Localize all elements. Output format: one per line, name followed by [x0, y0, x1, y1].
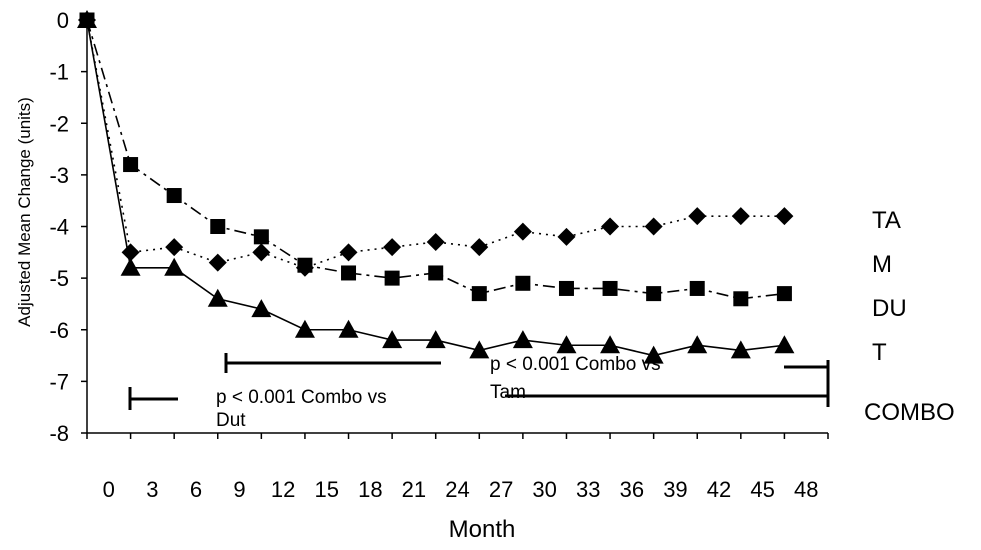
data-point-triangle: [469, 340, 490, 359]
data-point-triangle: [382, 330, 403, 349]
data-point-diamond: [601, 217, 620, 236]
y-tick-label: -2: [49, 111, 69, 136]
series-line-triangle: [86, 19, 785, 357]
annotation-dut-line1: p < 0.001 Combo vs: [216, 387, 387, 408]
series-label-ta: TA: [872, 207, 901, 234]
data-point-triangle: [251, 299, 272, 318]
x-tick-label: 45: [750, 477, 774, 502]
annotation-tam-line2: Tam: [490, 382, 526, 403]
y-tick-label: 0: [57, 8, 69, 33]
data-point-triangle: [512, 330, 533, 349]
x-tick-label: 6: [190, 477, 202, 502]
data-point-diamond: [165, 238, 184, 257]
data-point-diamond: [339, 243, 358, 262]
data-point-square: [297, 257, 313, 273]
data-point-square: [210, 219, 226, 234]
data-point-square: [384, 270, 400, 286]
data-point-diamond: [688, 207, 707, 226]
x-tick-label: 21: [402, 477, 426, 502]
tick-labels: 0-1-2-3-4-5-6-7-80 3 6 9 12 15 18 21 24 27 30 33 36 3…: [49, 8, 818, 502]
data-point-square: [602, 280, 618, 296]
data-point-square: [558, 280, 574, 296]
y-axis-label: Adjusted Mean Change (units): [15, 97, 34, 327]
data-point-triangle: [77, 10, 97, 28]
series-label-m: M: [872, 251, 892, 278]
series-label-t: T: [872, 339, 887, 366]
x-tick-label: 3: [146, 477, 158, 502]
data-point-diamond: [731, 207, 750, 226]
data-point-square: [341, 265, 357, 281]
x-tick-label: 0: [103, 477, 115, 502]
data-point-diamond: [513, 222, 532, 241]
data-point-triangle: [425, 330, 446, 349]
data-point-square: [776, 286, 792, 302]
x-tick-label: 15: [314, 477, 338, 502]
data-point-diamond: [383, 238, 402, 257]
series-label-du: DU: [872, 295, 907, 322]
data-point-square: [733, 291, 749, 307]
data-point-diamond: [470, 238, 489, 257]
y-tick-label: -4: [49, 215, 69, 240]
x-tick-label: 12: [271, 477, 295, 502]
data-point-triangle: [120, 257, 141, 276]
data-point-square: [123, 157, 139, 173]
y-tick-label: -6: [49, 318, 69, 343]
x-tick-label: 36: [620, 477, 644, 502]
x-tick-label: 42: [707, 477, 731, 502]
data-point-diamond: [775, 207, 794, 226]
significance-bars: [128, 353, 830, 410]
x-tick-label: 33: [576, 477, 600, 502]
data-point-diamond: [208, 253, 227, 272]
data-point-triangle: [207, 288, 228, 307]
x-tick-label: 48: [794, 477, 818, 502]
x-tick-label: 27: [489, 477, 513, 502]
data-point-square: [646, 286, 662, 302]
x-tick-label: 18: [358, 477, 382, 502]
data-point-triangle: [643, 345, 664, 364]
data-point-triangle: [774, 335, 795, 354]
y-tick-label: -5: [49, 266, 69, 291]
data-point-diamond: [121, 243, 140, 262]
data-point-triangle: [730, 340, 751, 359]
data-point-square: [515, 275, 531, 291]
axes: [81, 19, 829, 439]
data-point-triangle: [338, 319, 359, 338]
data-point-triangle: [164, 257, 185, 276]
y-tick-label: -7: [49, 369, 69, 394]
x-tick-label: 9: [233, 477, 245, 502]
series-line-diamond: [86, 19, 785, 269]
data-point-square: [253, 229, 269, 245]
data-point-diamond: [426, 232, 445, 251]
data-point-triangle: [687, 335, 708, 354]
data-point-square: [471, 286, 487, 302]
series-label-combo: COMBO: [864, 399, 955, 426]
data-point-triangle: [600, 335, 621, 354]
data-point-square: [689, 280, 705, 296]
x-axis-label: Month: [449, 516, 516, 543]
y-tick-label: -8: [49, 421, 69, 446]
data-point-square: [428, 265, 444, 281]
data-point-diamond: [557, 227, 576, 246]
data-point-square: [166, 188, 182, 204]
annotation-tam-line1: p < 0.001 Combo vs: [490, 354, 661, 375]
series-line-square: [86, 19, 785, 300]
data-point-triangle: [556, 335, 577, 354]
data-point-diamond: [252, 243, 271, 262]
x-tick-label: 30: [532, 477, 556, 502]
series-layer: [77, 10, 795, 364]
y-tick-label: -1: [49, 60, 69, 85]
x-tick-label: 39: [663, 477, 687, 502]
x-tick-label: 24: [445, 477, 469, 502]
data-point-diamond: [644, 217, 663, 236]
annotation-dut-line2: Dut: [216, 410, 246, 431]
y-tick-label: -3: [49, 163, 69, 188]
data-point-triangle: [294, 319, 315, 338]
